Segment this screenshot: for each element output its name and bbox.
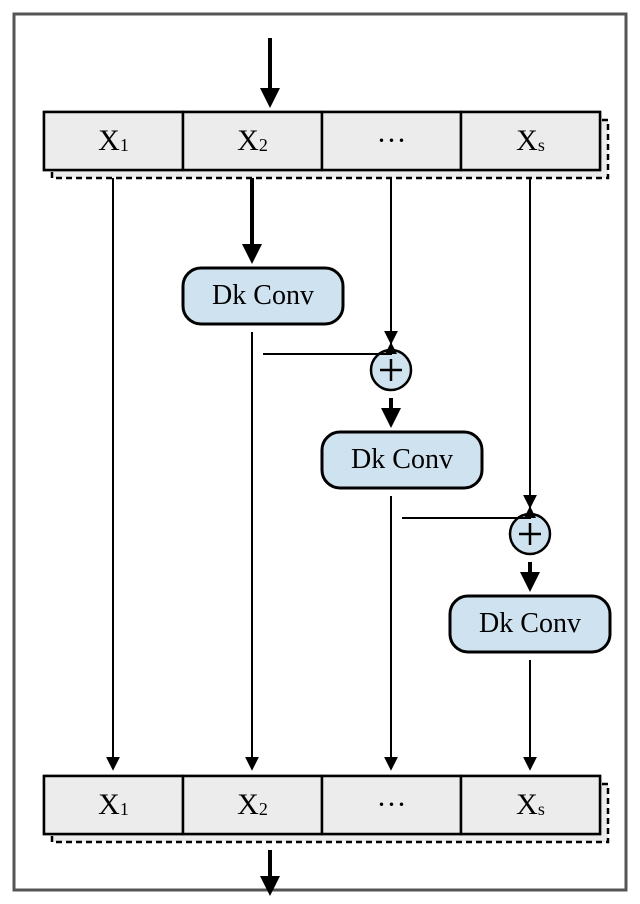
cell-sub: 2 — [259, 135, 268, 156]
cell-sub: s — [538, 799, 545, 820]
conv-block-1: Dk Conv — [322, 432, 482, 488]
cell-label: X — [516, 788, 538, 822]
cell-label: X — [237, 124, 259, 158]
bottom-row-cell-1: X2 — [183, 776, 322, 834]
cell-label: ··· — [377, 788, 407, 822]
cell-label: X — [237, 788, 259, 822]
cell-label: ··· — [377, 124, 407, 158]
bottom-row-cell-0: X1 — [44, 776, 183, 834]
cell-sub: 1 — [120, 799, 129, 820]
conv-block-2: Dk Conv — [450, 596, 610, 652]
cell-sub: 2 — [259, 799, 268, 820]
top-row-cell-0: X1 — [44, 112, 183, 170]
top-row-cell-2: ··· — [322, 112, 461, 170]
conv-block-0: Dk Conv — [183, 268, 343, 324]
top-row-cell-3: Xs — [461, 112, 600, 170]
top-row-cell-1: X2 — [183, 112, 322, 170]
cell-label: X — [516, 124, 538, 158]
cell-sub: s — [538, 135, 545, 156]
bottom-row-cell-3: Xs — [461, 776, 600, 834]
diagram-canvas: X1X2···XsX1X2···XsDk ConvDk ConvDk Conv — [0, 0, 640, 904]
cell-label: X — [98, 788, 120, 822]
cell-label: X — [98, 124, 120, 158]
cell-sub: 1 — [120, 135, 129, 156]
bottom-row-cell-2: ··· — [322, 776, 461, 834]
